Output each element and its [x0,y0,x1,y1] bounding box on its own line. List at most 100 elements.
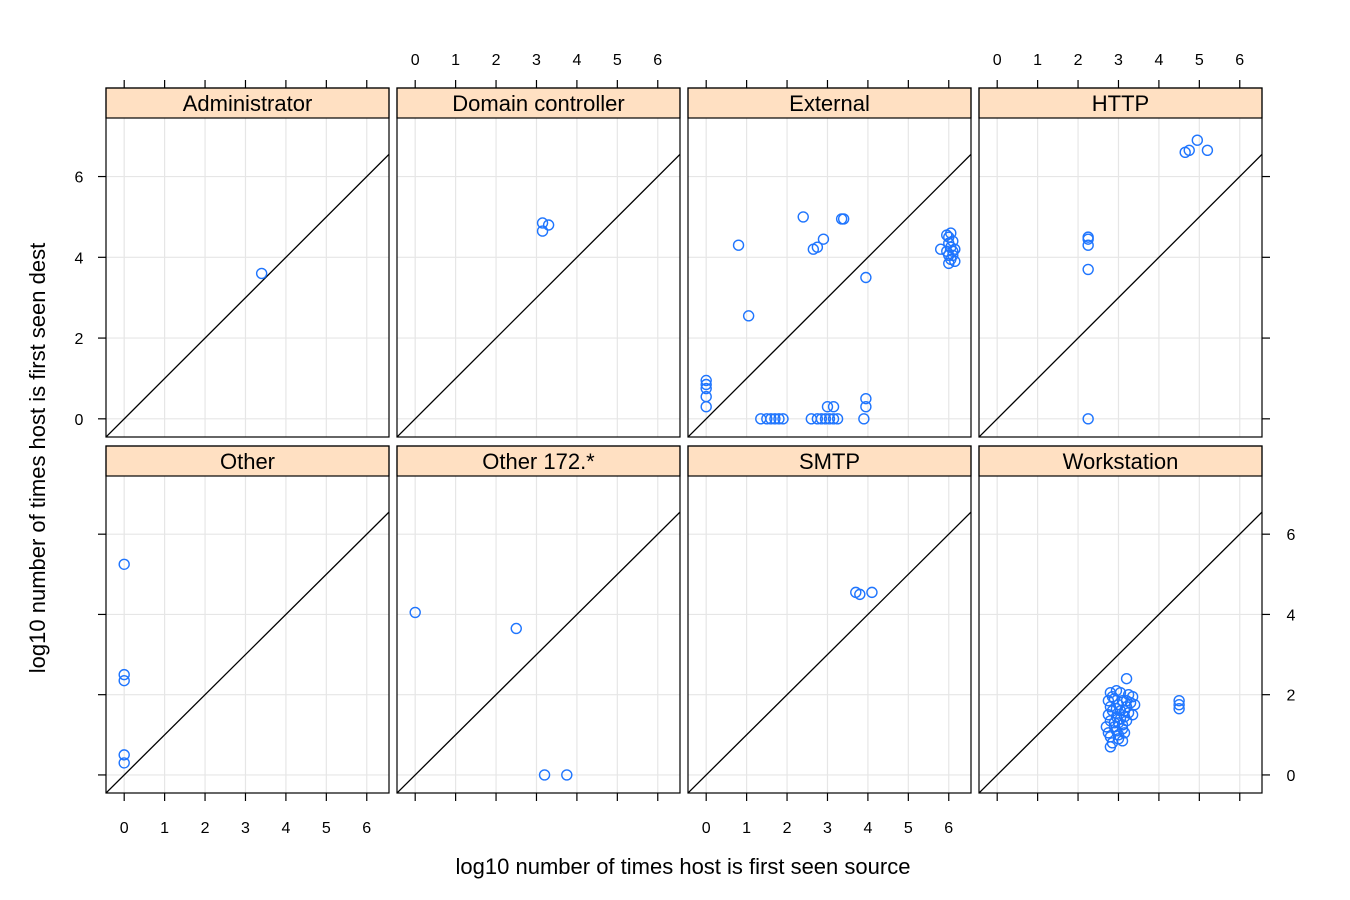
data-point [823,413,836,425]
data-point [118,668,130,681]
data-point [1102,709,1115,721]
panel-external: External [687,80,972,438]
x-tick-label-top: 2 [1074,52,1083,69]
panels-layer: Administrator 0 2 4 6 Domain controller 0 1 2 3 4 5… [75,52,1296,837]
x-tick-label-bottom: 4 [863,820,872,837]
x-axis-label: log10 number of times host is first seen… [456,854,911,879]
panel-workstation: Workstation 0 2 4 6 [978,445,1296,801]
y-tick-label-left: 0 [75,412,84,429]
data-point [811,241,824,253]
data-point [769,413,781,425]
panel-border [978,87,1263,438]
data-point [1106,690,1119,703]
y-axis-label: log10 number of times host is first seen… [25,243,50,673]
panel-border [396,445,681,794]
data-point [949,255,961,268]
x-tick-label-top: 3 [1114,52,1123,69]
data-point [1191,134,1204,146]
data-point [860,401,872,413]
data-point [773,413,785,425]
panel-border [396,87,681,438]
data-point [118,558,130,570]
data-point [561,769,573,781]
reference-line [688,153,971,437]
x-tick-label-bottom: 6 [362,820,371,837]
panel-administrator: Administrator 0 2 4 6 [75,80,390,438]
data-point [821,401,834,413]
data-point [761,413,773,425]
data-point [732,239,745,251]
panel-other-172: Other 172.* [396,445,681,801]
x-tick-label-bottom: 3 [241,820,250,837]
x-tick-label-bottom: 1 [160,820,169,837]
data-point [827,413,840,425]
panel-border [687,445,972,794]
strip-background [687,87,972,119]
x-tick-label-bottom: 1 [742,820,751,837]
data-point [1173,699,1185,711]
x-tick-label-bottom: 3 [823,820,832,837]
data-point [118,674,130,687]
panel-other: Other 0 1 2 3 4 5 6 [98,445,390,837]
strip-label: Other 172.* [482,449,595,474]
panel-http: HTTP 0 1 2 3 4 5 6 [978,52,1270,438]
data-point [837,213,850,225]
reference-line [397,153,680,437]
x-tick-label-top: 6 [653,52,662,69]
y-tick-label-right: 6 [1287,527,1296,544]
data-point [797,211,809,223]
x-tick-label-bottom: 2 [783,820,792,837]
data-point [700,374,712,387]
data-point [1126,690,1139,703]
x-tick-label-top: 1 [1033,52,1042,69]
data-point [1082,413,1094,425]
strip-background [396,87,681,119]
reference-line [979,511,1262,793]
strip-label: Other [220,449,275,474]
x-tick-label-bottom: 0 [702,820,711,837]
data-point [700,378,712,391]
data-point [1116,723,1129,735]
x-tick-label-top: 3 [532,52,541,69]
data-point [1120,695,1133,707]
strip-label: HTTP [1092,91,1149,116]
strip-background [105,87,390,119]
data-point [831,413,844,425]
panel-border [105,87,390,438]
data-point [1116,719,1129,731]
data-point [1201,144,1214,157]
data-point [943,257,955,270]
reference-line [106,511,389,793]
data-point [1102,695,1115,707]
reference-line [397,511,680,793]
data-point [542,219,555,231]
strip-label: Administrator [183,91,313,116]
panel-smtp: SMTP 0 1 2 3 4 5 6 [687,445,972,837]
x-tick-label-top: 2 [492,52,501,69]
x-tick-label-top: 5 [1195,52,1204,69]
x-tick-label-top: 6 [1235,52,1244,69]
data-point [742,310,755,322]
data-point [827,401,840,413]
data-point [860,392,872,405]
x-tick-label-bottom: 5 [904,820,913,837]
data-point [255,267,268,280]
data-point [1104,741,1117,753]
y-tick-label-right: 0 [1287,768,1296,785]
panel-domain-controller: Domain controller 0 1 2 3 4 5 6 [396,52,681,438]
reference-line [688,511,971,793]
data-point [777,413,789,425]
strip-label: Workstation [1063,449,1179,474]
data-point [1120,672,1133,685]
data-point [1082,233,1094,245]
data-point [860,271,872,284]
x-tick-label-bottom: 0 [120,820,129,837]
data-point [536,217,549,229]
strip-label: External [789,91,870,116]
y-tick-label-right: 4 [1287,607,1296,624]
x-tick-label-top: 1 [451,52,460,69]
data-point [1173,703,1185,715]
data-point [118,757,130,769]
data-point [700,382,712,395]
data-point [854,588,866,601]
